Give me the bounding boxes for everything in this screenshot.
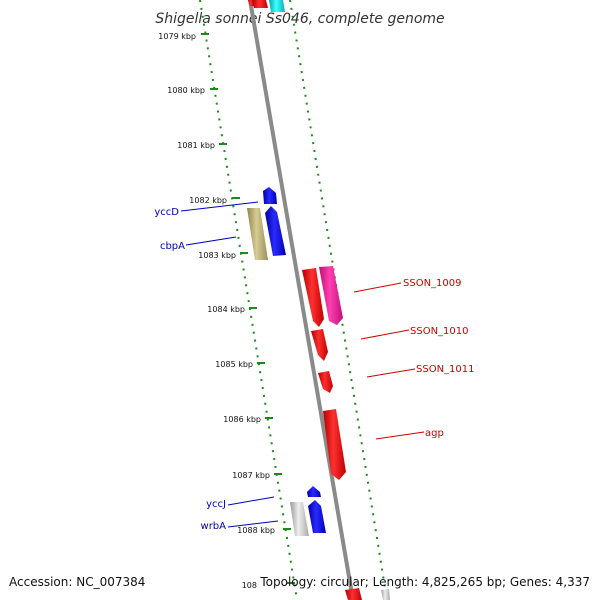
tick-label: 1087 kbp [232, 471, 270, 480]
gene-feature[interactable] [308, 500, 326, 533]
label-leader-line [366, 368, 416, 378]
gene-feature[interactable] [269, 0, 285, 12]
label-leader-line [227, 496, 275, 506]
gene-feature[interactable] [319, 266, 343, 325]
tick-labels: 1079 kbp 1080 kbp 1081 kbp 1082 kbp 1083… [158, 32, 275, 590]
label-leader-line [360, 329, 410, 340]
gene-label-SSON_1010[interactable]: SSON_1010 [410, 326, 469, 337]
label-leader-line [185, 236, 237, 246]
gene-label-yccJ[interactable]: yccJ [206, 499, 226, 510]
tick-label: 108 [242, 581, 257, 590]
map-title: Shigella sonnei Ss046, complete genome [155, 11, 444, 27]
gene-label-cbpA[interactable]: cbpA [160, 241, 185, 252]
gene-feature[interactable] [302, 268, 324, 327]
tick-label: 1084 kbp [207, 305, 245, 314]
gene-feature[interactable] [323, 409, 346, 480]
gene-feature[interactable] [318, 371, 333, 393]
tick-label: 1081 kbp [177, 141, 215, 150]
gene-feature[interactable] [311, 329, 328, 361]
tick-label: 1083 kbp [198, 251, 236, 260]
label-leader-line [353, 282, 402, 293]
gene-feature[interactable] [290, 502, 309, 536]
genome-summary-text: Topology: circular; Length: 4,825,265 bp… [259, 575, 590, 589]
tick-label: 1085 kbp [215, 360, 253, 369]
gene-feature[interactable] [263, 187, 277, 204]
gene-feature[interactable] [307, 486, 321, 497]
tick-marks [201, 33, 295, 584]
tick-label: 1086 kbp [223, 415, 261, 424]
accession-text: Accession: NC_007384 [9, 575, 145, 589]
genome-backbone [248, 0, 355, 600]
gene-label-SSON_1011[interactable]: SSON_1011 [416, 364, 475, 375]
gene-label-wrbA[interactable]: wrbA [201, 521, 227, 532]
gene-label-agp[interactable]: agp [425, 428, 444, 439]
tick-label: 1088 kbp [237, 526, 275, 535]
gene-feature[interactable] [252, 0, 268, 8]
gene-label-SSON_1009[interactable]: SSON_1009 [403, 278, 462, 289]
gene-label-yccD[interactable]: yccD [154, 207, 179, 218]
gene-feature[interactable] [381, 589, 390, 600]
label-leader-line [180, 201, 259, 212]
gene-feature[interactable] [247, 208, 268, 260]
tick-label: 1079 kbp [158, 32, 196, 41]
tick-label: 1082 kbp [189, 196, 227, 205]
gene-feature[interactable] [345, 588, 362, 600]
gene-feature[interactable] [265, 206, 286, 256]
tick-label: 1080 kbp [167, 86, 205, 95]
label-leader-line [375, 431, 425, 440]
label-leader-line [227, 520, 279, 528]
